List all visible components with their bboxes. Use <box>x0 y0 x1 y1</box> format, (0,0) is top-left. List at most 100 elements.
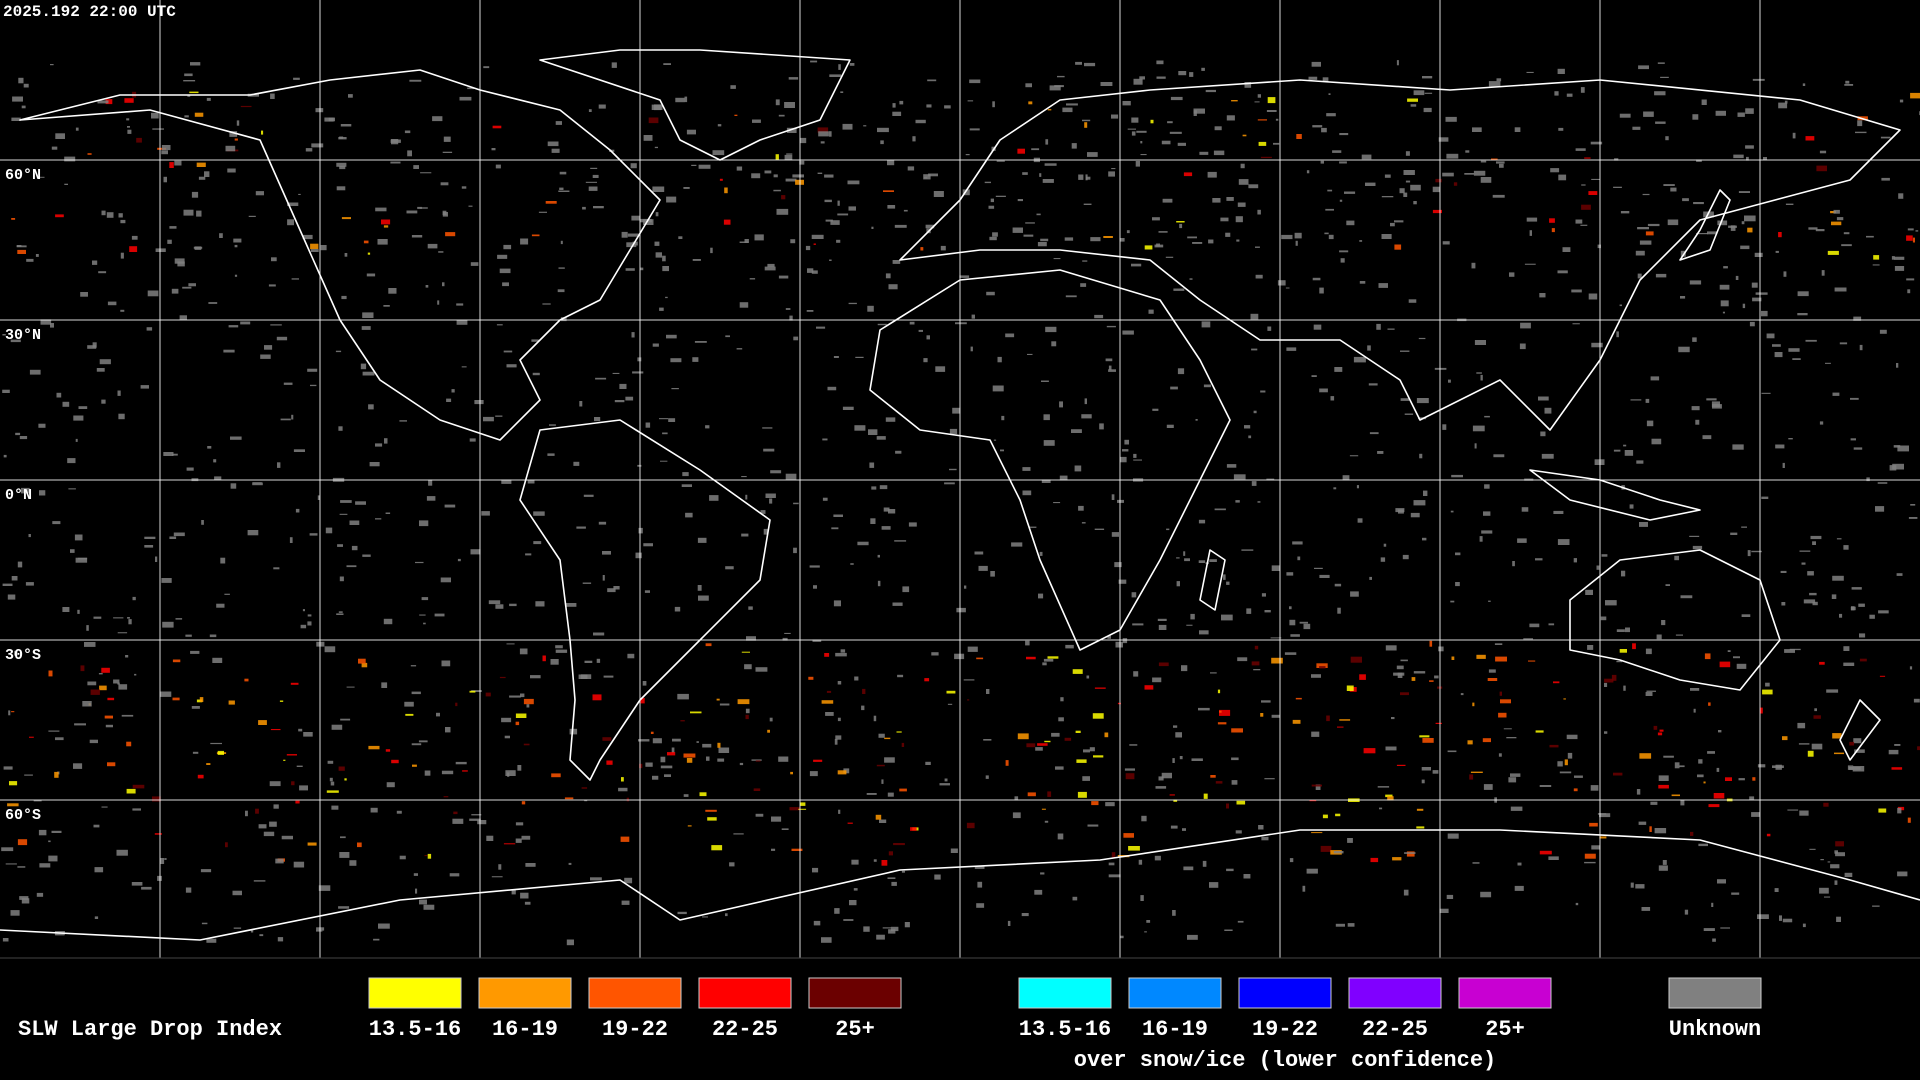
cloud-pixel <box>10 910 20 916</box>
cloud-pixel <box>1057 75 1065 78</box>
cloud-pixel <box>1187 236 1197 239</box>
cloud-pixel <box>1139 76 1145 80</box>
cloud-pixel <box>1680 800 1685 806</box>
cloud-pixel <box>837 200 840 206</box>
cloud-pixel <box>1340 258 1345 263</box>
cloud-pixel <box>725 566 734 570</box>
cloud-pixel <box>1692 114 1699 120</box>
cloud-pixel <box>1090 237 1101 242</box>
cloud-pixel <box>1754 252 1763 257</box>
cloud-pixel <box>131 882 143 886</box>
cloud-pixel <box>1281 234 1293 240</box>
cloud-pixel <box>1326 715 1330 722</box>
cloud-pixel <box>1201 67 1205 71</box>
cloud-pixel <box>92 260 98 265</box>
cloud-pixel <box>635 552 642 559</box>
cloud-pixel <box>660 765 673 769</box>
cloud-pixel <box>1910 92 1920 99</box>
cloud-pixel <box>271 257 277 262</box>
cloud-pixel <box>596 658 601 663</box>
cloud-pixel <box>775 154 779 160</box>
cloud-pixel <box>1613 449 1621 452</box>
cloud-pixel <box>495 164 501 169</box>
cloud-pixel <box>1774 352 1783 358</box>
cloud-pixel <box>1866 235 1874 238</box>
cloud-pixel <box>1133 78 1143 85</box>
cloud-pixel <box>598 521 607 525</box>
cloud-pixel <box>1517 862 1522 866</box>
cloud-pixel <box>1741 614 1751 617</box>
cloud-pixel <box>717 124 722 127</box>
cloud-pixel <box>411 743 422 746</box>
cloud-pixel <box>1405 151 1410 156</box>
cloud-pixel <box>291 781 295 786</box>
cloud-pixel <box>1376 323 1381 330</box>
cloud-pixel <box>974 551 984 555</box>
cloud-pixel <box>1662 860 1667 865</box>
cloud-pixel <box>925 761 931 765</box>
cloud-pixel <box>763 448 775 452</box>
cloud-pixel <box>967 646 978 652</box>
cloud-pixel <box>1875 506 1885 512</box>
cloud-pixel <box>1730 532 1738 535</box>
cloud-pixel <box>462 770 468 772</box>
cloud-pixel <box>1039 173 1042 177</box>
cloud-pixel <box>1413 201 1417 205</box>
cloud-pixel <box>68 488 76 490</box>
cloud-pixel <box>349 860 357 866</box>
cloud-pixel <box>1251 348 1258 351</box>
cloud-pixel <box>515 838 522 843</box>
cloud-pixel <box>1410 184 1421 191</box>
cloud-pixel <box>1316 663 1328 668</box>
cloud-pixel <box>1306 868 1318 874</box>
cloud-pixel <box>1692 545 1703 550</box>
cloud-pixel <box>1233 474 1246 480</box>
cloud-pixel <box>798 808 807 810</box>
cloud-pixel <box>1719 661 1731 668</box>
cloud-pixel <box>705 809 717 812</box>
cloud-pixel <box>169 162 174 168</box>
cloud-pixel <box>1597 813 1607 815</box>
cloud-pixel <box>164 858 167 860</box>
cloud-pixel <box>17 866 26 868</box>
cloud-pixel <box>101 210 106 216</box>
cloud-pixel <box>360 363 367 370</box>
cloud-pixel <box>730 85 736 89</box>
cloud-pixel <box>1715 110 1726 116</box>
cloud-pixel <box>1071 429 1082 433</box>
cloud-pixel <box>753 788 761 791</box>
cloud-pixel <box>117 632 128 634</box>
cloud-pixel <box>331 805 339 810</box>
cloud-pixel <box>711 845 723 851</box>
cloud-pixel <box>1819 887 1829 894</box>
cloud-pixel <box>1558 174 1567 181</box>
cloud-pixel <box>904 922 910 928</box>
cloud-pixel <box>23 83 29 88</box>
cloud-pixel <box>307 842 317 846</box>
cloud-pixel <box>120 309 125 312</box>
cloud-pixel <box>1404 413 1414 415</box>
cloud-pixel <box>1855 131 1867 134</box>
cloud-pixel <box>630 163 637 169</box>
cloud-pixel <box>1385 645 1397 651</box>
cloud-pixel <box>1604 682 1608 687</box>
cloud-pixel <box>1418 337 1426 340</box>
cloud-pixel <box>1557 539 1570 545</box>
cloud-pixel <box>1892 463 1904 470</box>
cloud-pixel <box>692 357 699 362</box>
cloud-pixel <box>113 617 124 619</box>
cloud-pixel <box>1713 793 1725 799</box>
cloud-pixel <box>1637 273 1642 279</box>
cloud-pixel <box>1075 61 1082 65</box>
cloud-pixel <box>1623 685 1626 691</box>
cloud-pixel <box>1830 211 1836 214</box>
cloud-pixel <box>1529 230 1532 236</box>
cloud-pixel <box>1115 641 1123 648</box>
cloud-pixel <box>594 417 601 422</box>
cloud-pixel <box>952 407 961 414</box>
cloud-pixel <box>1150 119 1154 124</box>
cloud-pixel <box>995 195 1006 197</box>
cloud-pixel <box>1207 171 1217 178</box>
cloud-pixel <box>445 727 451 733</box>
cloud-pixel <box>1390 222 1395 227</box>
